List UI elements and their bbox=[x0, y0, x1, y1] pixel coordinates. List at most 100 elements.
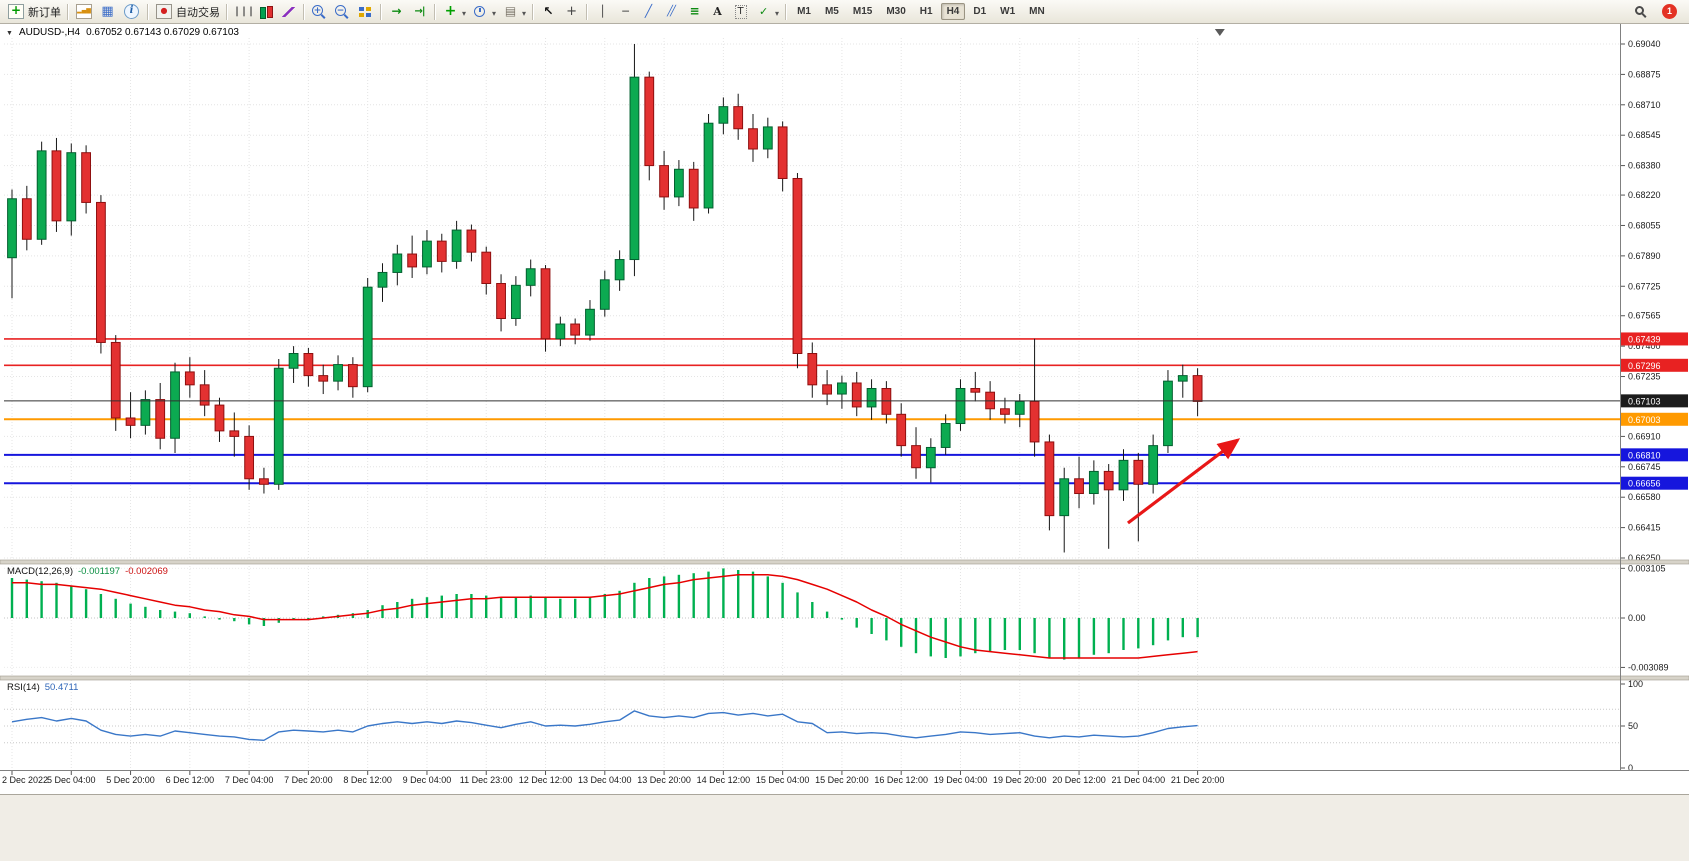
candle-body bbox=[555, 323, 566, 340]
price-axis-label: 0.67565 bbox=[1628, 311, 1661, 321]
resistance-line-1-price-box-label: 0.67439 bbox=[1628, 334, 1661, 344]
macd-histogram-bar bbox=[1122, 618, 1125, 650]
chart-window-button[interactable] bbox=[73, 2, 95, 21]
zoom-in-button[interactable] bbox=[309, 3, 330, 21]
candle-body bbox=[496, 282, 506, 320]
tile-windows-icon bbox=[357, 3, 374, 20]
candle-body bbox=[407, 253, 418, 268]
timeframe-h4-button[interactable]: H4 bbox=[940, 3, 966, 20]
data-window-button[interactable] bbox=[120, 2, 143, 21]
macd-histogram-bar bbox=[203, 616, 206, 618]
macd-histogram-bar bbox=[662, 576, 666, 618]
candle-body bbox=[792, 177, 803, 355]
macd-histogram-bar bbox=[1181, 618, 1184, 638]
price-axis-label: 0.68380 bbox=[1628, 161, 1661, 171]
candle-body bbox=[733, 106, 744, 130]
horizontal-line-button[interactable] bbox=[615, 3, 636, 21]
timeframe-d1-button[interactable]: D1 bbox=[973, 6, 987, 17]
trendline-button[interactable] bbox=[638, 3, 659, 21]
indicators-button[interactable] bbox=[440, 2, 468, 22]
line-chart-button[interactable] bbox=[278, 3, 299, 21]
candle-body bbox=[822, 384, 833, 395]
one-click-trading-toggle[interactable] bbox=[6, 27, 13, 38]
bar-chart-button[interactable] bbox=[232, 3, 253, 21]
fibonacci-button[interactable] bbox=[684, 3, 705, 21]
auto-trading-button[interactable]: 自动交易 bbox=[153, 2, 222, 21]
macd-histogram-bar bbox=[529, 595, 532, 618]
macd-histogram-bar bbox=[322, 616, 325, 618]
macd-histogram-bar bbox=[470, 594, 473, 618]
candlestick-chart-button[interactable] bbox=[255, 3, 276, 21]
crosshair-icon bbox=[563, 4, 580, 20]
timeframe-h1-button[interactable]: H1 bbox=[919, 6, 933, 17]
candle-body bbox=[1074, 478, 1084, 495]
candle-body bbox=[1133, 459, 1144, 485]
timeframe-m1-button[interactable]: M1 bbox=[797, 6, 811, 17]
time-axis-label: 8 Dec 12:00 bbox=[343, 775, 392, 785]
time-axis-label: 11 Dec 23:00 bbox=[460, 775, 513, 785]
chart-shift-marker[interactable] bbox=[1214, 29, 1225, 36]
timeframe-mn-button[interactable]: MN bbox=[1029, 6, 1045, 17]
timeframe-m5-button[interactable]: M5 bbox=[824, 6, 839, 17]
candle-body bbox=[807, 353, 818, 386]
candle-body bbox=[1000, 408, 1010, 415]
time-axis-label: 19 Dec 04:00 bbox=[934, 775, 988, 785]
equidistant-channel-button[interactable] bbox=[661, 3, 682, 21]
periods-button[interactable] bbox=[470, 2, 498, 22]
chart-window-icon bbox=[76, 4, 92, 19]
toolbar-separator bbox=[226, 3, 228, 20]
search-icon[interactable] bbox=[1633, 4, 1650, 20]
current-price-price-box bbox=[1621, 394, 1688, 408]
candle-body bbox=[66, 152, 77, 222]
rsi-axis-label: 100 bbox=[1628, 679, 1643, 689]
vertical-line-button[interactable] bbox=[592, 3, 613, 21]
profiles-button[interactable] bbox=[97, 3, 118, 21]
macd-histogram-bar bbox=[277, 618, 280, 623]
price-axis-label: 0.68055 bbox=[1628, 220, 1661, 230]
macd-histogram-bar bbox=[70, 586, 73, 618]
candle-body bbox=[970, 388, 981, 393]
zoom-out-button[interactable] bbox=[332, 3, 353, 21]
text-button[interactable] bbox=[707, 3, 728, 21]
arrows-button[interactable] bbox=[753, 2, 781, 22]
macd-axis-label: -0.003089 bbox=[1628, 662, 1669, 672]
text-label-button[interactable] bbox=[730, 3, 751, 21]
new-order-button[interactable]: 新订单 bbox=[5, 2, 63, 21]
templates-button[interactable] bbox=[500, 2, 528, 22]
toolbar-separator bbox=[434, 3, 436, 20]
tile-windows-button[interactable] bbox=[355, 3, 376, 21]
candle-body bbox=[866, 388, 877, 408]
price-axis-label: 0.66745 bbox=[1628, 462, 1661, 472]
macd-histogram-bar bbox=[129, 603, 132, 618]
chart-shift-button[interactable] bbox=[409, 3, 430, 21]
macd-histogram-bar bbox=[1151, 618, 1155, 646]
candle-body bbox=[273, 367, 284, 485]
price-axis-label: 0.68220 bbox=[1628, 190, 1661, 200]
macd-histogram-bar bbox=[292, 618, 295, 620]
candle-body bbox=[184, 371, 195, 386]
notification-badge[interactable]: 1 bbox=[1662, 4, 1677, 19]
time-axis-label: 12 Dec 12:00 bbox=[519, 775, 573, 785]
candle-body bbox=[881, 388, 892, 415]
crosshair-button[interactable] bbox=[561, 3, 582, 21]
main-toolbar: 新订单 自动交易 M1 M5 M15 M30 H1 H4 D1 W1 MN 1 bbox=[0, 0, 1689, 24]
cursor-button[interactable] bbox=[538, 3, 559, 21]
pane-resize-handle-rsi[interactable] bbox=[0, 675, 1689, 681]
pane-resize-handle-macd[interactable] bbox=[0, 559, 1689, 565]
candle-body bbox=[21, 198, 32, 240]
auto-scroll-button[interactable] bbox=[386, 3, 407, 21]
candle-body bbox=[777, 126, 788, 179]
channel-icon bbox=[663, 4, 680, 20]
trend-arrow[interactable] bbox=[1126, 438, 1241, 525]
timeframe-m15-button[interactable]: M15 bbox=[852, 6, 873, 17]
candle-body bbox=[614, 259, 625, 281]
rsi-line bbox=[11, 710, 1198, 741]
timeframe-m30-button[interactable]: M30 bbox=[886, 6, 906, 17]
candle-body bbox=[436, 240, 447, 262]
candle-body bbox=[955, 388, 966, 425]
timeframe-w1-button[interactable]: W1 bbox=[1000, 6, 1016, 17]
candle-body bbox=[125, 417, 136, 426]
resistance-line-1-price-box bbox=[1621, 332, 1688, 346]
price-axis-label: 0.68710 bbox=[1628, 100, 1661, 110]
